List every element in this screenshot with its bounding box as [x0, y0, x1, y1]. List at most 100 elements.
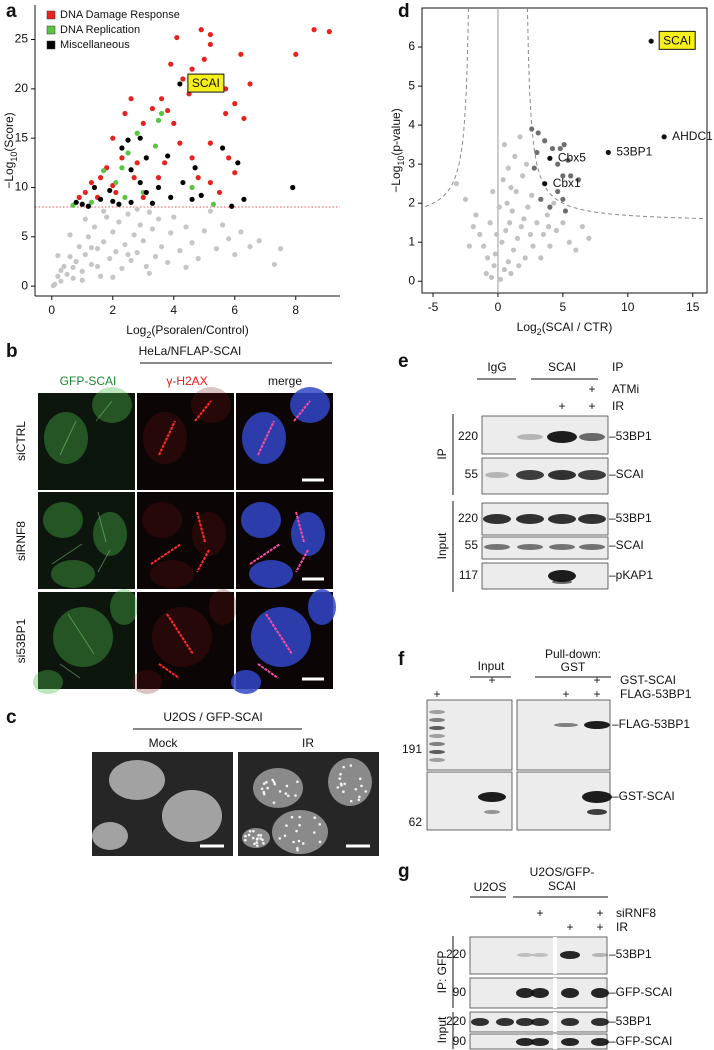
band: [484, 810, 500, 814]
point: [183, 224, 189, 230]
point: [277, 246, 284, 252]
point: [88, 245, 95, 251]
point: [82, 251, 88, 258]
point: [562, 208, 569, 214]
label-part: (SCAI / CTR): [542, 320, 613, 334]
blot-target: –53BP1: [609, 1014, 652, 1028]
point: [165, 107, 171, 114]
lane-gap: [553, 1034, 557, 1049]
band: [582, 791, 612, 803]
nucleus: [209, 589, 237, 625]
legend-label: Miscellaneous: [60, 39, 130, 51]
focus: [301, 842, 305, 845]
condition-label: GST-SCAI: [620, 673, 676, 687]
point: [116, 219, 122, 225]
point: [241, 196, 247, 202]
point: [165, 153, 171, 159]
blot-target: –FLAG-53BP1: [612, 717, 690, 731]
focus: [259, 837, 262, 840]
nucleus: [231, 670, 261, 694]
band: [591, 1038, 609, 1046]
y-tick-label: 5: [21, 229, 28, 243]
point: [94, 246, 101, 252]
point: [143, 155, 149, 161]
damage-stripe: [196, 549, 210, 573]
group-label: IgG: [487, 360, 506, 374]
focus: [283, 834, 287, 838]
band: [591, 1018, 609, 1026]
group-label: Pull-down:: [545, 647, 601, 661]
point: [137, 135, 143, 141]
point: [311, 27, 317, 33]
point: [177, 81, 183, 87]
point: [535, 130, 541, 136]
point: [67, 232, 73, 238]
point: [453, 181, 460, 187]
panel-title: HeLa/NFLAP-SCAI: [139, 344, 242, 358]
band: [516, 1038, 534, 1046]
nucleus: [152, 607, 212, 667]
nucleus: [43, 502, 83, 538]
point: [91, 224, 98, 230]
condition-mark: +: [596, 906, 603, 920]
focus: [296, 846, 299, 850]
focus: [295, 829, 298, 833]
blot-target: –53BP1: [609, 511, 652, 525]
blot: [516, 699, 611, 771]
focus: [262, 792, 266, 796]
x-tick-label: 0: [495, 300, 502, 314]
band: [429, 742, 445, 746]
point: [158, 110, 165, 117]
annotation: SCAI: [192, 76, 220, 90]
point: [496, 204, 502, 210]
point: [523, 161, 530, 167]
blot-target: –SCAI: [609, 467, 644, 481]
band: [579, 544, 605, 550]
point: [247, 81, 253, 87]
point: [560, 196, 566, 202]
nucleus: [162, 790, 222, 842]
focus: [252, 829, 255, 833]
group-label: U2OS/GFP-: [530, 865, 595, 879]
point: [207, 140, 213, 146]
point: [501, 142, 508, 148]
point: [168, 194, 174, 200]
band: [554, 723, 578, 727]
legend-swatch: [46, 10, 56, 20]
focus: [360, 784, 363, 788]
focus: [342, 790, 345, 793]
condition-label: IR: [612, 399, 624, 413]
focus: [357, 798, 361, 802]
point: [566, 239, 572, 245]
focus: [272, 801, 276, 804]
point: [158, 244, 165, 250]
nucleus: [241, 502, 281, 538]
blot: [481, 502, 609, 536]
point: [155, 184, 162, 191]
band: [496, 1018, 514, 1026]
condition-mark: +: [562, 687, 569, 701]
nucleus: [143, 412, 187, 464]
point: [76, 244, 82, 250]
annotation: 53BP1: [616, 145, 652, 159]
point: [290, 184, 296, 191]
band: [531, 1018, 549, 1026]
label-part: Log: [126, 323, 146, 337]
point: [155, 175, 162, 181]
point: [79, 277, 85, 283]
band: [429, 750, 445, 754]
point: [140, 194, 146, 200]
point: [508, 184, 514, 191]
point: [88, 261, 95, 268]
point: [125, 137, 131, 143]
focus: [256, 844, 259, 847]
point: [64, 271, 70, 277]
point: [545, 224, 552, 230]
point: [529, 126, 535, 132]
point: [605, 149, 611, 156]
blot-target: –GFP-SCAI: [609, 985, 672, 999]
label-part: 10: [396, 156, 406, 166]
point: [88, 179, 95, 186]
annotation-box: [187, 73, 225, 93]
condition-mark: +: [593, 687, 600, 701]
